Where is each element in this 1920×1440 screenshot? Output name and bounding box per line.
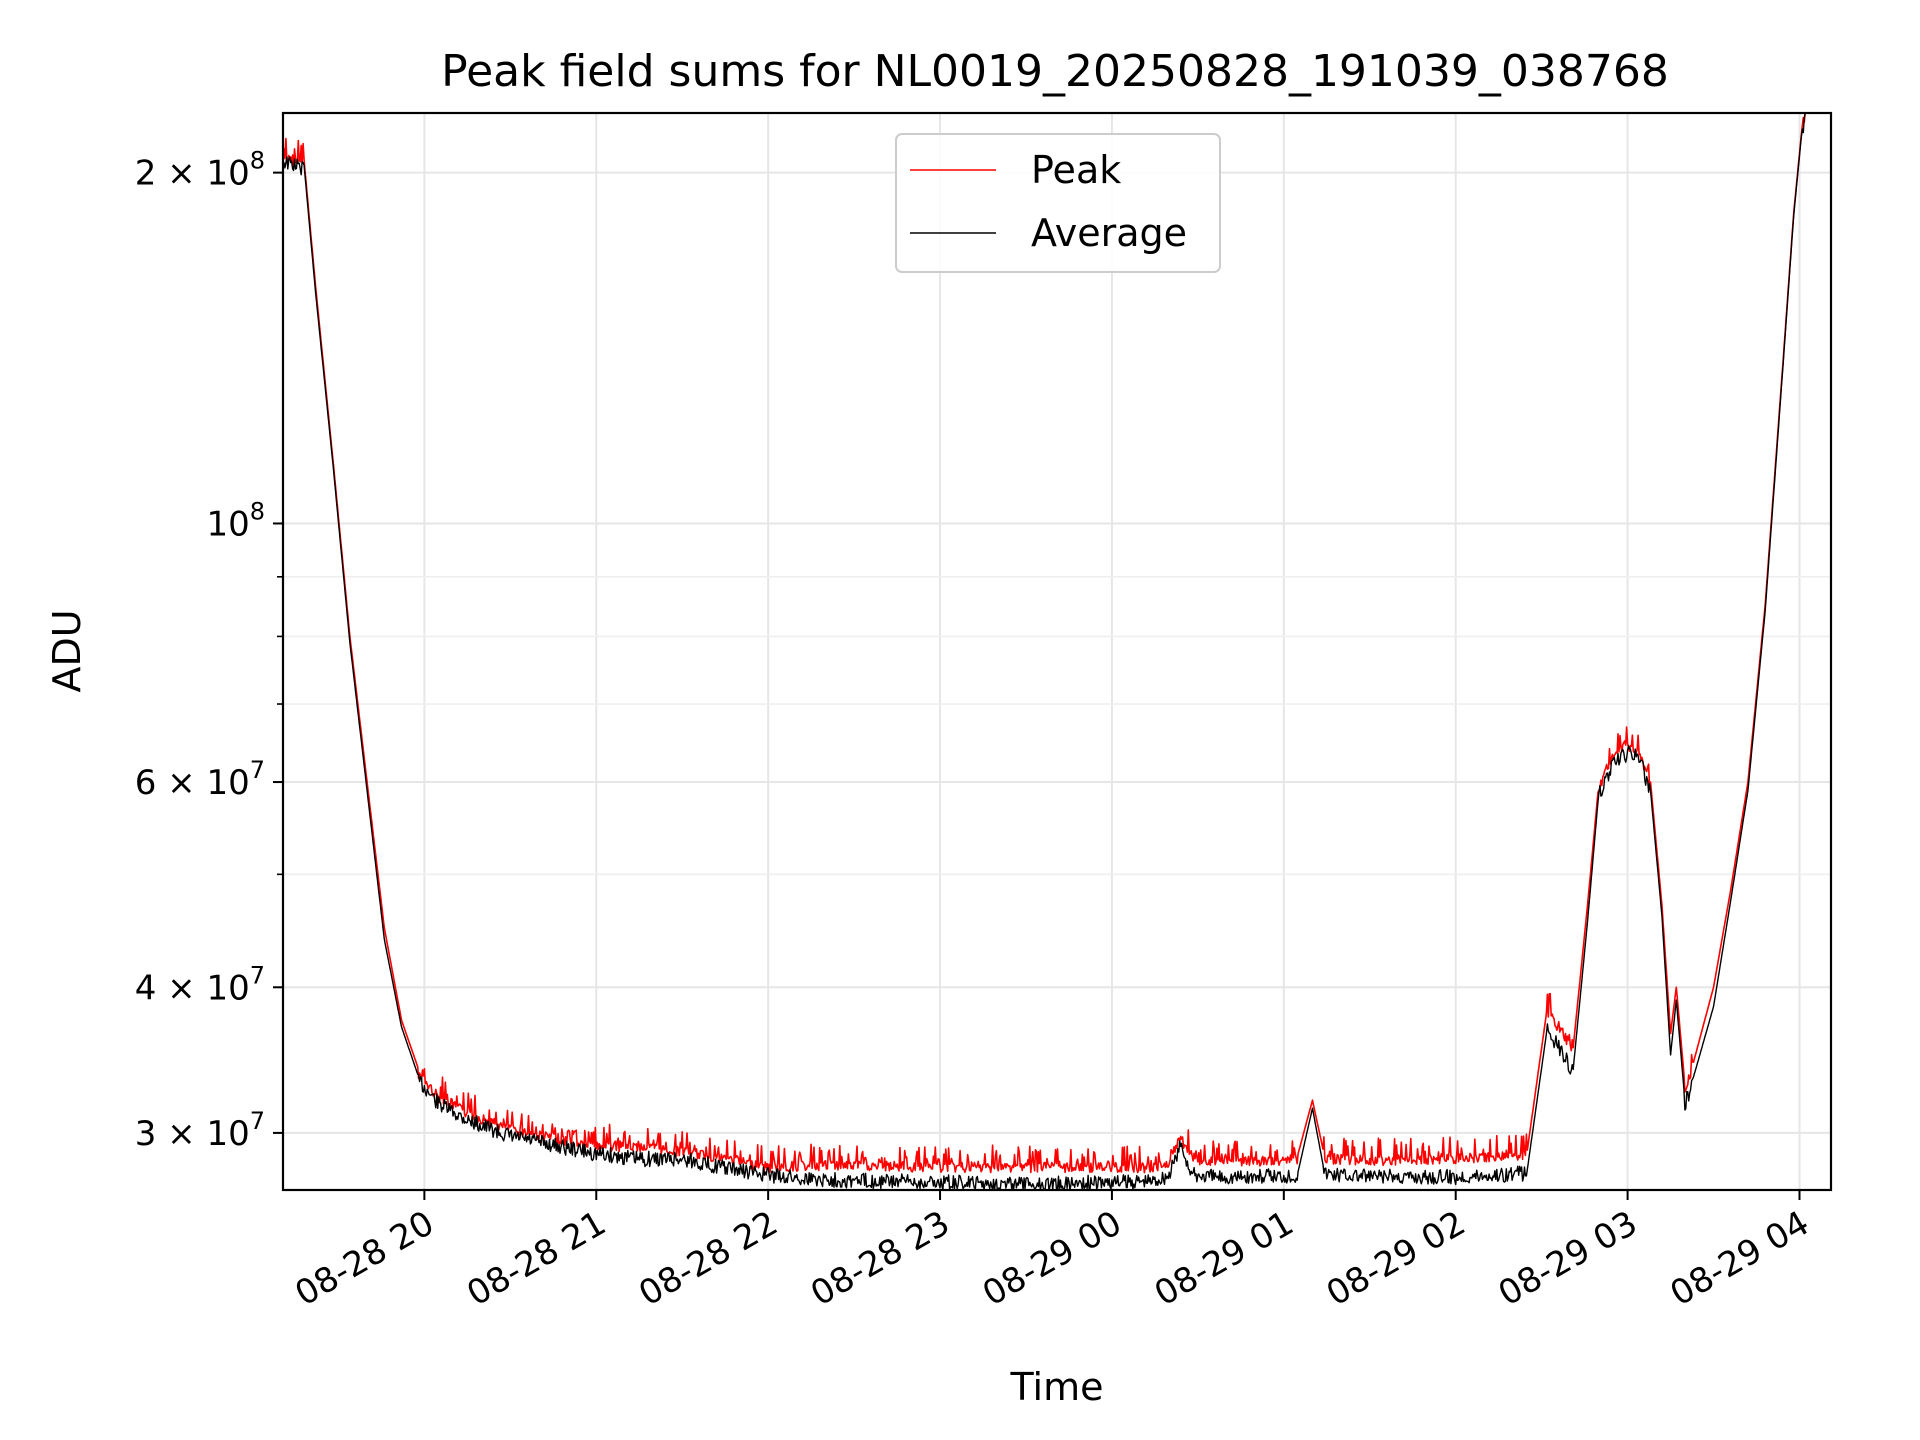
y-axis: 3 × 107 4 × 107 6 × 107 108 2 × 108 bbox=[135, 147, 283, 1154]
x-axis-label: Time bbox=[1010, 1365, 1104, 1409]
y-axis-label: ADU bbox=[45, 609, 89, 692]
legend-box bbox=[895, 133, 1221, 273]
y-tick-label: 3 × 107 bbox=[135, 1107, 265, 1154]
y-tick-label: 6 × 107 bbox=[135, 756, 265, 803]
y-tick-label: 108 bbox=[206, 497, 265, 544]
series-line-peak bbox=[282, 112, 1806, 1174]
chart-title: Peak field sums for NL0019_20250828_1910… bbox=[441, 46, 1669, 97]
legend-label-average: Average bbox=[1031, 211, 1187, 255]
y-tick-label: 2 × 108 bbox=[135, 147, 265, 194]
plot-frame bbox=[281, 111, 1833, 1192]
legend: Peak Average bbox=[895, 133, 1221, 273]
y-tick-label: 4 × 107 bbox=[135, 961, 265, 1008]
legend-label-peak: Peak bbox=[1031, 148, 1121, 192]
